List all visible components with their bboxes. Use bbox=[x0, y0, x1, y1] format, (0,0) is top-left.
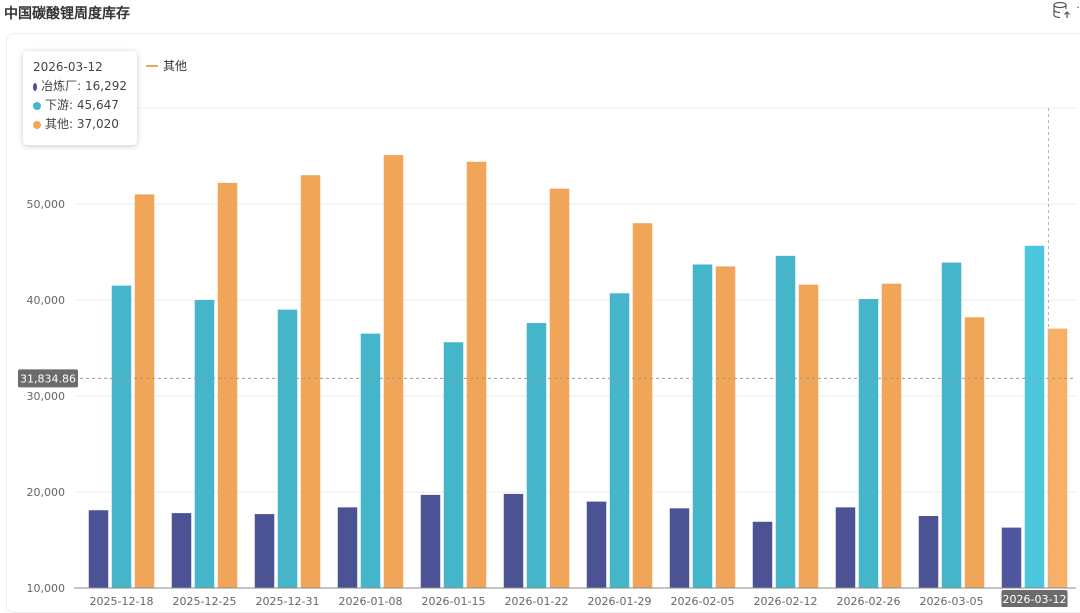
x-tick-label: 2026-01-08 bbox=[339, 595, 403, 607]
x-tick-label: 2026-01-29 bbox=[588, 595, 652, 607]
bars bbox=[88, 155, 1068, 589]
bar-下游-2026-01-15[interactable] bbox=[443, 342, 464, 588]
crosshair: 31,834.86 bbox=[18, 108, 1076, 588]
y-pointer-label: 31,834.86 bbox=[20, 372, 76, 385]
legend-swatch bbox=[146, 64, 158, 67]
bar-下游-2026-01-22[interactable] bbox=[526, 323, 547, 588]
bar-冶炼厂-2026-02-12[interactable] bbox=[752, 521, 773, 588]
bar-冶炼厂-2026-02-05[interactable] bbox=[669, 508, 690, 588]
tooltip-dot bbox=[33, 120, 41, 129]
x-tick-label: 2025-12-18 bbox=[90, 595, 154, 607]
x-tick-label: 2026-03-12 bbox=[1003, 593, 1067, 606]
tooltip-row: 下游: 45,647 bbox=[33, 96, 127, 115]
bar-其他-2026-03-12[interactable] bbox=[1047, 328, 1068, 588]
bar-冶炼厂-2025-12-25[interactable] bbox=[171, 513, 192, 588]
bar-其他-2026-01-22[interactable] bbox=[549, 188, 570, 588]
x-tick-label: 2026-01-22 bbox=[505, 595, 569, 607]
y-pointer-label-bg bbox=[18, 369, 78, 388]
x-tick-label: 2026-01-15 bbox=[422, 595, 486, 607]
bar-冶炼厂-2025-12-18[interactable] bbox=[88, 510, 109, 588]
bar-其他-2026-02-05[interactable] bbox=[715, 266, 736, 588]
y-tick-label: 10,000 bbox=[27, 582, 66, 595]
bar-冶炼厂-2026-01-22[interactable] bbox=[503, 493, 524, 588]
x-tick-label: 2026-02-05 bbox=[671, 595, 735, 607]
bar-冶炼厂-2026-01-15[interactable] bbox=[420, 494, 441, 588]
bar-下游-2025-12-25[interactable] bbox=[194, 300, 215, 588]
database-export-icon[interactable] bbox=[1052, 1, 1074, 21]
bar-下游-2026-02-05[interactable] bbox=[692, 264, 713, 588]
tooltip-row-label: 冶炼厂: 16,292 bbox=[41, 79, 127, 93]
y-tick-label: 20,000 bbox=[27, 486, 66, 499]
bar-冶炼厂-2026-03-12[interactable] bbox=[1001, 527, 1022, 588]
bar-其他-2025-12-18[interactable] bbox=[134, 194, 155, 588]
bar-冶炼厂-2026-02-26[interactable] bbox=[835, 507, 856, 588]
bar-冶炼厂-2025-12-31[interactable] bbox=[254, 514, 275, 588]
bar-其他-2026-02-26[interactable] bbox=[881, 283, 902, 588]
bar-冶炼厂-2026-01-08[interactable] bbox=[337, 507, 358, 588]
bar-下游-2026-02-26[interactable] bbox=[858, 299, 879, 588]
tooltip-date: 2026-03-12 bbox=[33, 60, 103, 74]
bar-其他-2026-01-08[interactable] bbox=[383, 155, 404, 589]
tooltip-dot bbox=[33, 82, 38, 91]
x-tick-label: 2025-12-31 bbox=[256, 595, 320, 607]
bar-下游-2026-01-08[interactable] bbox=[360, 333, 381, 588]
bar-下游-2026-02-12[interactable] bbox=[775, 255, 796, 588]
tooltip-row-label: 下游: 45,647 bbox=[45, 98, 119, 112]
y-tick-label: 40,000 bbox=[27, 294, 66, 307]
bar-其他-2025-12-31[interactable] bbox=[300, 175, 321, 588]
bar-下游-2026-03-12[interactable] bbox=[1024, 245, 1045, 588]
x-pointer-label-bg bbox=[1001, 590, 1068, 607]
tooltip-row: 冶炼厂: 16,292 bbox=[33, 77, 127, 96]
x-tick-label: 2026-02-12 bbox=[754, 595, 818, 607]
tooltip-row-label: 其他: 37,020 bbox=[45, 117, 119, 131]
tooltip-dot bbox=[33, 101, 41, 110]
y-tick-label: 50,000 bbox=[27, 198, 66, 211]
bar-其他-2026-01-15[interactable] bbox=[466, 161, 487, 588]
y-tick-label: 30,000 bbox=[27, 390, 66, 403]
tooltip: 2026-03-12 冶炼厂: 16,292 下游: 45,647 其他: 37… bbox=[23, 51, 137, 145]
axes: 10,000 20,000 30,000 40,000 50,000 2025-12-18… bbox=[27, 198, 1076, 607]
x-tick-label: 2026-02-26 bbox=[837, 595, 901, 607]
bar-冶炼厂-2026-01-29[interactable] bbox=[586, 501, 607, 588]
bar-其他-2026-02-12[interactable] bbox=[798, 284, 819, 588]
bar-下游-2026-01-29[interactable] bbox=[609, 293, 630, 588]
x-tick-label: 2025-12-25 bbox=[173, 595, 237, 607]
bar-下游-2025-12-18[interactable] bbox=[111, 285, 132, 588]
more-icon[interactable]: ⋯ bbox=[1076, 0, 1080, 14]
bar-其他-2025-12-25[interactable] bbox=[217, 182, 238, 588]
legend-label: 其他 bbox=[163, 59, 188, 73]
tooltip-row: 其他: 37,020 bbox=[33, 115, 127, 134]
bar-其他-2026-01-29[interactable] bbox=[632, 223, 653, 588]
x-tick-label: 2026-03-05 bbox=[920, 595, 984, 607]
bar-其他-2026-03-05[interactable] bbox=[964, 317, 985, 588]
bar-下游-2025-12-31[interactable] bbox=[277, 309, 298, 588]
bar-冶炼厂-2026-03-05[interactable] bbox=[918, 516, 939, 588]
grid-lines bbox=[74, 107, 1076, 493]
bar-下游-2026-03-05[interactable] bbox=[941, 262, 962, 588]
page-title: 中国碳酸锂周度库存 bbox=[4, 6, 130, 22]
legend[interactable]: 其他 bbox=[146, 57, 187, 74]
